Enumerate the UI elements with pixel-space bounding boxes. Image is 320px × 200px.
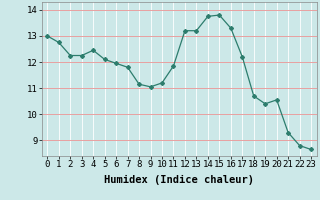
- X-axis label: Humidex (Indice chaleur): Humidex (Indice chaleur): [104, 175, 254, 185]
